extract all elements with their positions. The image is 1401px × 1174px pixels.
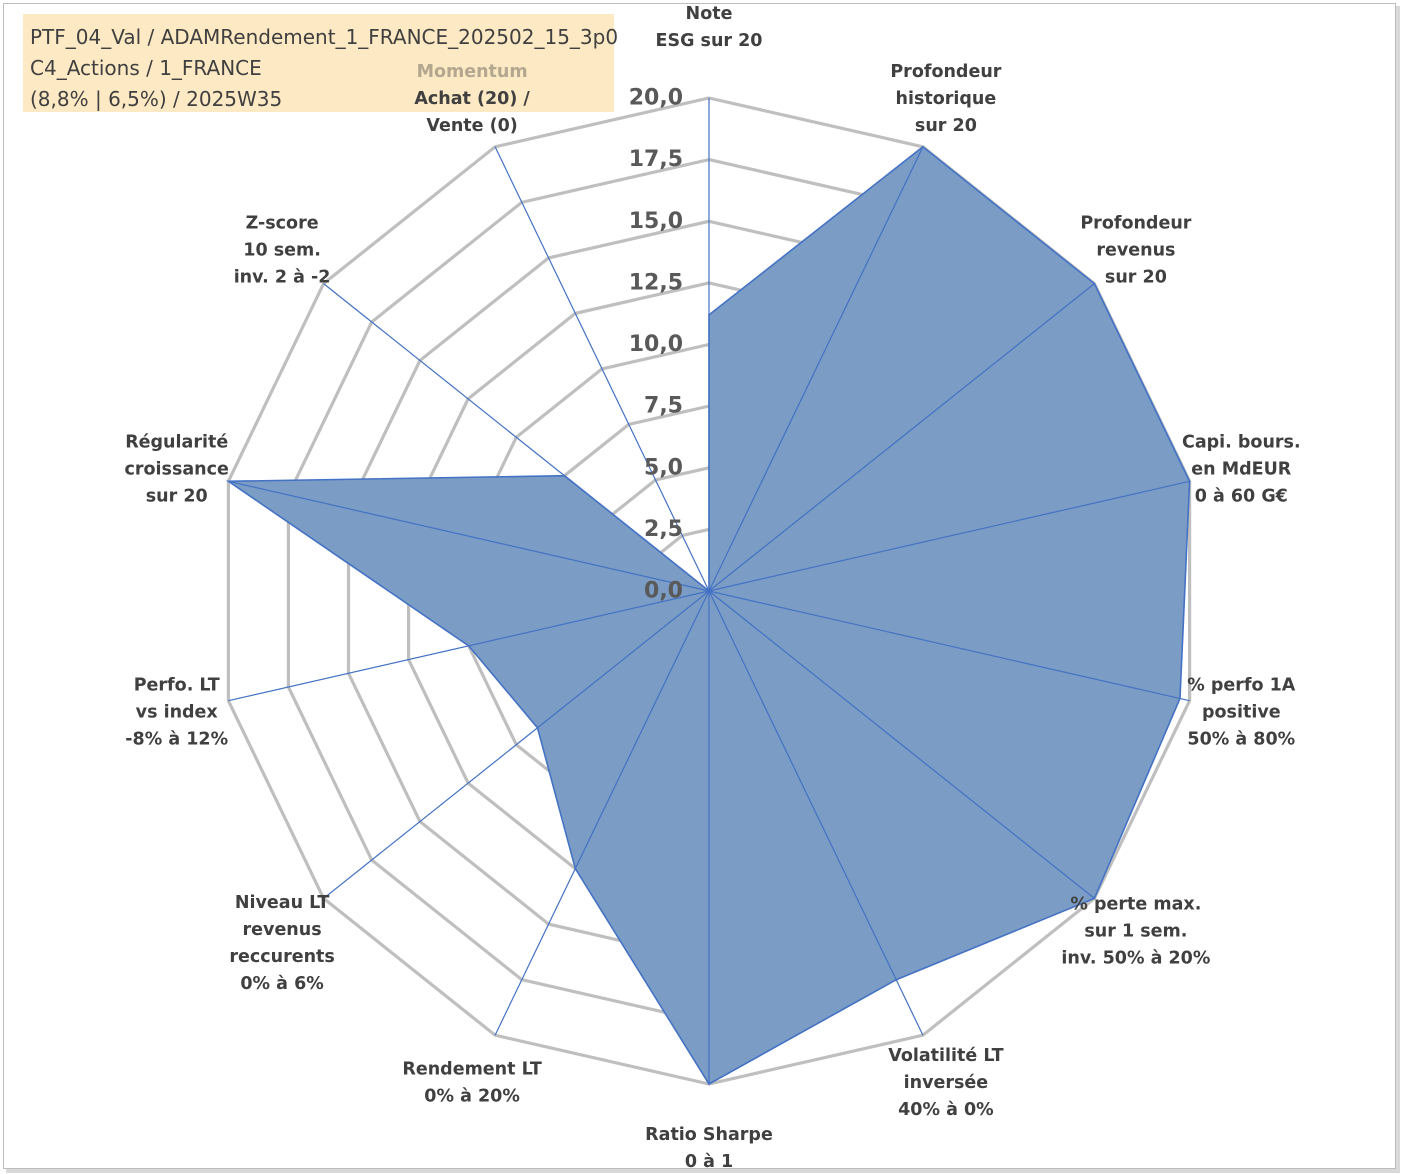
- axis-spoke: [708, 283, 1095, 592]
- axis-label-line: -8% à 12%: [125, 730, 228, 750]
- axis-label-line: inversée: [904, 1073, 989, 1093]
- axis-spoke: [494, 590, 710, 1036]
- axis-label: Rendement LT 0% à 20%: [402, 1059, 541, 1106]
- axis-label-line: reccurents: [229, 947, 334, 967]
- info-line-portfolio: PTF_04_Val / ADAMRendement_1_FRANCE_2025…: [30, 25, 619, 49]
- axis-label-line: Volatilité LT: [888, 1046, 1003, 1066]
- axis-label-line: 0 à 1: [685, 1152, 733, 1172]
- axis-label-line: en MdEUR: [1191, 460, 1292, 480]
- axis-label: Perfo. LT vs index -8% à 12%: [125, 676, 228, 750]
- axis-label-line: Profondeur: [1080, 214, 1191, 234]
- axis-label-line: vs index: [136, 703, 219, 723]
- tick-label: 5,0: [644, 455, 683, 480]
- axis-label-line: % perfo 1A: [1187, 676, 1296, 696]
- axis-label-line: 0% à 6%: [240, 974, 323, 994]
- frame-shadow-right: [1396, 6, 1400, 1172]
- tick-label: 7,5: [644, 394, 683, 419]
- info-line-asset-class: C4_Actions / 1_FRANCE: [30, 56, 262, 80]
- axis-label-line: Régularité: [125, 433, 228, 453]
- axis-label-line: Capi. bours.: [1182, 433, 1301, 453]
- axis-label: Note ESG sur 20: [656, 4, 763, 51]
- axis-label-line: positive: [1202, 703, 1281, 723]
- axis-label: Volatilité LT inversée 40% à 0%: [888, 1046, 1003, 1120]
- info-line-performance-week: (8,8% | 6,5%) / 2025W35: [30, 87, 283, 111]
- radar-tick-labels: 0,0 2,5 5,0 7,5 10,0 12,5 15,0 17,5 20,0: [629, 86, 683, 604]
- axis-spoke: [708, 590, 924, 1036]
- axis-label: Capi. bours. en MdEUR 0 à 60 G€: [1182, 433, 1301, 507]
- axis-label-line: Niveau LT: [235, 893, 330, 913]
- axis-label-line: inv. 2 à -2: [234, 268, 331, 288]
- axis-label-line: Vente (0): [426, 116, 517, 136]
- axis-spoke: [228, 590, 710, 702]
- axis-label-line: ESG sur 20: [656, 31, 763, 51]
- frame-shadow-bottom: [6, 1169, 1400, 1173]
- axis-spoke: [494, 146, 710, 592]
- axis-label: % perte max. sur 1 sem. inv. 50% à 20%: [1061, 894, 1210, 968]
- axis-label-line: Rendement LT: [402, 1059, 541, 1079]
- axis-label: Z-score 10 sem. inv. 2 à -2: [234, 214, 331, 288]
- axis-label: % perfo 1A positive 50% à 80%: [1187, 676, 1296, 750]
- tick-label: 12,5: [629, 270, 683, 295]
- axis-label-line: sur 1 sem.: [1084, 921, 1187, 941]
- axis-label-line: 50% à 80%: [1187, 730, 1295, 750]
- radar-axis-labels: Note ESG sur 20 Profondeur historique sur 20…: [125, 4, 1301, 1172]
- axis-label-line: Perfo. LT: [134, 676, 220, 696]
- axis-label-line: Momentum: [417, 62, 528, 82]
- axis-label-line: historique: [896, 89, 997, 109]
- axis-label-line: Note: [686, 4, 733, 24]
- axis-spoke: [323, 283, 710, 592]
- axis-label-line: 0% à 20%: [424, 1086, 520, 1106]
- axis-label: Profondeur historique sur 20: [890, 62, 1001, 136]
- radar-spokes: [228, 98, 1190, 1084]
- axis-label: Niveau LT revenus reccurents 0% à 6%: [229, 893, 334, 994]
- axis-label: Momentum Achat (20) / Vente (0): [414, 62, 530, 136]
- tick-label: 10,0: [629, 332, 683, 357]
- axis-spoke: [708, 480, 1190, 592]
- axis-label-line: revenus: [1096, 241, 1175, 261]
- axis-spoke: [323, 590, 710, 899]
- axis-label-line: sur 20: [915, 116, 977, 136]
- axis-spoke: [708, 590, 1095, 899]
- axis-label-line: sur 20: [1105, 268, 1167, 288]
- axis-label: Régularité croissance sur 20: [125, 433, 229, 507]
- tick-label: 15,0: [629, 209, 683, 234]
- axis-label-line: revenus: [243, 920, 322, 940]
- tick-label: 0,0: [644, 579, 683, 604]
- axis-spoke: [708, 146, 924, 592]
- axis-label-line: Profondeur: [890, 62, 1001, 82]
- axis-label-line: Achat (20) /: [414, 89, 530, 109]
- axis-label-line: 0 à 60 G€: [1195, 487, 1288, 507]
- axis-label: Ratio Sharpe 0 à 1: [645, 1125, 773, 1172]
- axis-label-line: 40% à 0%: [898, 1100, 994, 1120]
- axis-label-line: Ratio Sharpe: [645, 1125, 773, 1145]
- axis-label-line: 10 sem.: [243, 241, 321, 261]
- axis-spoke: [228, 480, 710, 592]
- axis-label-line: % perte max.: [1070, 894, 1201, 914]
- tick-label: 17,5: [629, 147, 683, 172]
- tick-label: 2,5: [644, 517, 683, 542]
- axis-label-line: sur 20: [146, 487, 208, 507]
- axis-label-line: croissance: [125, 460, 229, 480]
- axis-label: Profondeur revenus sur 20: [1080, 214, 1191, 288]
- info-box: PTF_04_Val / ADAMRendement_1_FRANCE_2025…: [23, 14, 619, 112]
- axis-label-line: inv. 50% à 20%: [1061, 948, 1210, 968]
- axis-label-line: Z-score: [246, 214, 319, 234]
- axis-spoke: [708, 590, 1190, 702]
- tick-label: 20,0: [629, 86, 683, 111]
